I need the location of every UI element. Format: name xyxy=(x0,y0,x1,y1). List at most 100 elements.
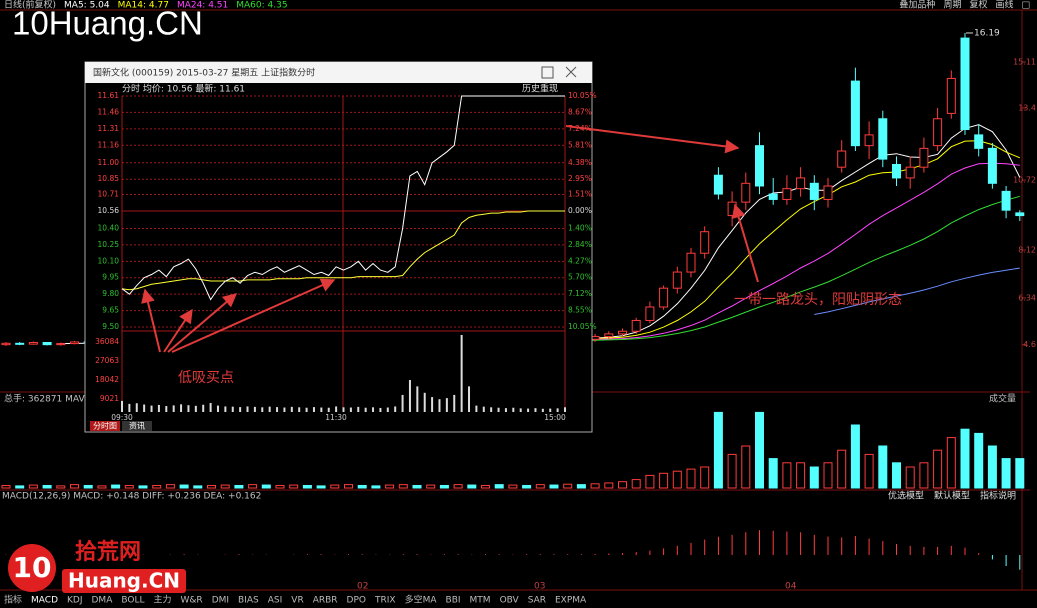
indicator-tab[interactable]: SAR xyxy=(528,596,546,606)
volume-bar xyxy=(727,453,737,489)
volume-bar xyxy=(837,449,847,489)
y-tick-label: 9.95 xyxy=(102,273,119,282)
y-tick-label: 9.65 xyxy=(102,306,119,315)
volume-bar xyxy=(1001,458,1011,489)
volume-bar xyxy=(179,484,189,489)
candle-body xyxy=(631,319,641,332)
volume-bar xyxy=(165,484,175,489)
annotations: 低吸买点 一带一路龙头，阳贴阴形态 10Huang.CN 10 拾荒网 Huan… xyxy=(8,5,902,593)
indicator-tab[interactable]: 主力 xyxy=(154,594,172,606)
volume-bar xyxy=(604,482,614,489)
candle-body xyxy=(1015,212,1025,217)
volume-bar xyxy=(700,466,710,489)
volume-bar xyxy=(385,484,395,489)
indicator-tab[interactable]: BIAS xyxy=(238,596,259,606)
y-tick-label: 9.50 xyxy=(102,322,119,331)
volume-bar xyxy=(344,484,353,489)
pct-label: 2.95% xyxy=(568,174,592,183)
volume-bar xyxy=(42,484,52,489)
y-tick-label: 4.6 xyxy=(1023,340,1036,349)
candle-body xyxy=(618,330,627,335)
volume-bar xyxy=(563,483,573,489)
model-button[interactable]: 指标说明 xyxy=(980,490,1016,502)
candle-body xyxy=(782,188,792,200)
indicator-tab[interactable]: DMI xyxy=(212,596,229,606)
annotation-text: 一带一路龙头，阳贴阴形态 xyxy=(734,292,902,308)
indicator-tab[interactable]: OBV xyxy=(500,596,520,606)
candle-body xyxy=(809,182,819,200)
indicator-tab[interactable]: ARBR xyxy=(313,596,338,606)
volume-bar xyxy=(412,484,422,489)
indicator-tab[interactable]: 指标 xyxy=(4,594,22,606)
model-button[interactable]: 默认模型 xyxy=(934,490,970,502)
volume-bar xyxy=(439,484,449,489)
toolbar-button[interactable]: 叠加品种 xyxy=(899,0,935,11)
pct-label: 0.00% xyxy=(568,206,592,215)
arrow xyxy=(731,203,759,283)
volume-bar xyxy=(83,484,93,489)
indicator-tab[interactable]: TRIX xyxy=(374,596,396,606)
volume-bar xyxy=(220,484,230,489)
indicator-tab[interactable]: 多空MA xyxy=(405,594,438,606)
indicator-tab[interactable]: W&R xyxy=(181,596,203,606)
close-button[interactable] xyxy=(565,66,577,78)
pct-label: 4.38% xyxy=(568,158,592,167)
indicator-tab[interactable]: DPO xyxy=(347,596,366,606)
volume-bar xyxy=(905,466,915,489)
indicator-tab[interactable]: VR xyxy=(291,596,303,606)
volume-bar xyxy=(892,462,901,489)
indicator-tab[interactable]: DMA xyxy=(92,596,114,606)
arrow xyxy=(171,278,336,353)
toolbar-button[interactable]: 复权 xyxy=(969,0,987,11)
volume-bar xyxy=(207,484,216,489)
model-button[interactable]: 优选模型 xyxy=(888,490,924,502)
y-tick-label: 10.10 xyxy=(98,256,120,265)
volume-bar xyxy=(138,485,148,489)
indicator-tab[interactable]: ASI xyxy=(268,596,283,606)
indicator-tab[interactable]: KDJ xyxy=(67,596,83,606)
pct-label: 1.40% xyxy=(568,223,592,232)
volume-bar xyxy=(522,484,532,489)
y-tick-label: 11.61 xyxy=(98,91,120,100)
y-tick-label: 15.11 xyxy=(1013,58,1036,67)
volume-bar xyxy=(782,462,792,489)
history-button[interactable]: 历史重现 xyxy=(522,83,558,95)
y-tick-label: 9.80 xyxy=(102,289,119,298)
candle-body xyxy=(42,342,52,346)
volume-bar xyxy=(56,485,66,489)
volume-bar xyxy=(1,484,11,489)
popup-window: 国新文化 (000159) 2015-03-27 星期五 上证指数分时 分时 均… xyxy=(84,61,597,433)
indicator-tab[interactable]: EXPMA xyxy=(555,596,587,606)
volume-bar xyxy=(933,449,943,489)
volume-bar xyxy=(357,484,367,489)
pct-label: 8.55% xyxy=(568,306,592,315)
pct-label: 10.05% xyxy=(568,322,597,331)
popup-tab[interactable]: 分时图 xyxy=(93,421,117,431)
indicator-tab[interactable]: BBI xyxy=(446,596,461,606)
candle-body xyxy=(850,80,860,147)
indicator-tab[interactable]: MACD xyxy=(31,596,58,606)
maximize-button[interactable] xyxy=(541,66,554,79)
volume-bar xyxy=(302,484,312,489)
toolbar-button[interactable]: □ xyxy=(1021,1,1030,11)
volume-bar xyxy=(549,484,559,489)
volume-axis-label: 18042 xyxy=(95,375,119,384)
candle-body xyxy=(960,37,970,131)
indicator-tab[interactable]: BOLL xyxy=(121,596,144,606)
y-tick-label: 10.25 xyxy=(98,240,120,249)
volume-bar xyxy=(193,485,203,489)
popup-tab[interactable]: 资讯 xyxy=(129,421,145,431)
volume-bar xyxy=(248,484,258,489)
candle-body xyxy=(837,150,847,168)
y-tick-label: 10.40 xyxy=(98,223,120,232)
candle-body xyxy=(946,77,956,114)
indicator-tab[interactable]: MTM xyxy=(470,596,491,606)
toolbar-button[interactable]: 周期 xyxy=(943,0,961,11)
y-tick-label: 10.71 xyxy=(98,190,120,199)
volume-bar xyxy=(261,484,271,489)
candle-body xyxy=(659,287,669,308)
volume-bar xyxy=(631,479,641,489)
toolbar-button[interactable]: 画线 xyxy=(995,0,1013,11)
average-line xyxy=(121,210,565,291)
